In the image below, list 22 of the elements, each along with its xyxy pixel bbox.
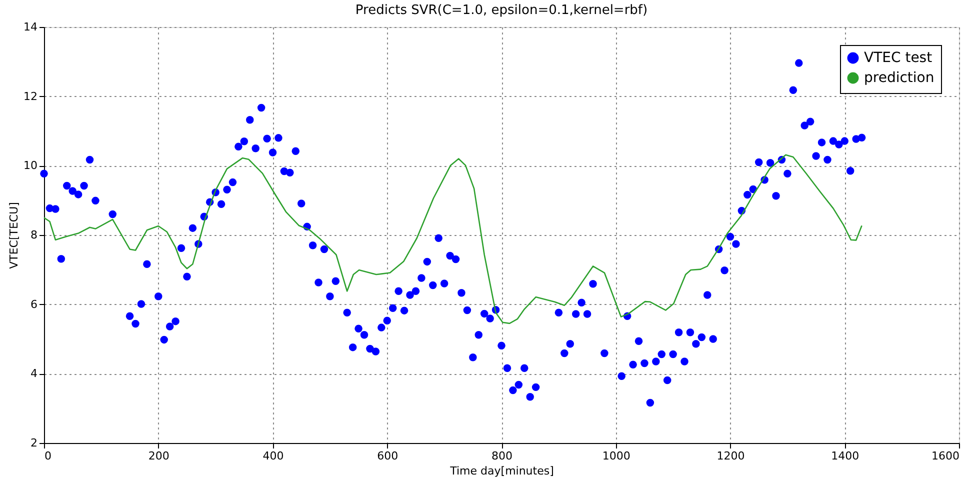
x-tick-label: 1000 bbox=[602, 450, 630, 462]
y-tick-label: 12 bbox=[24, 90, 38, 103]
y-tick-label: 4 bbox=[30, 367, 38, 380]
y-tick-label: 10 bbox=[24, 159, 38, 172]
x-tick-label: 0 bbox=[44, 450, 52, 462]
x-tick-label: 1600 bbox=[932, 450, 960, 462]
x-axis-title: Time day[minutes] bbox=[449, 464, 554, 478]
x-tick-label: 1200 bbox=[716, 450, 745, 462]
legend-label: VTEC test bbox=[864, 50, 933, 66]
x-tick-label: 400 bbox=[262, 450, 284, 462]
chart-title: Predicts SVR(C=1.0, epsilon=0.1,kernel=rbf) bbox=[355, 3, 648, 18]
x-tick-label: 800 bbox=[492, 450, 512, 462]
x-tick-label: 1400 bbox=[831, 450, 860, 462]
y-tick-label: 2 bbox=[30, 436, 38, 450]
y-axis-title: VTEC[TECU] bbox=[8, 202, 21, 269]
y-tick-label: 14 bbox=[24, 20, 38, 34]
x-tick-label: 200 bbox=[148, 450, 170, 462]
line-series bbox=[43, 154, 862, 324]
legend-label: prediction bbox=[864, 70, 934, 86]
y-tick-label: 6 bbox=[30, 298, 38, 311]
y-tick-label: 8 bbox=[30, 228, 38, 242]
x-tick-label: 600 bbox=[377, 450, 398, 462]
